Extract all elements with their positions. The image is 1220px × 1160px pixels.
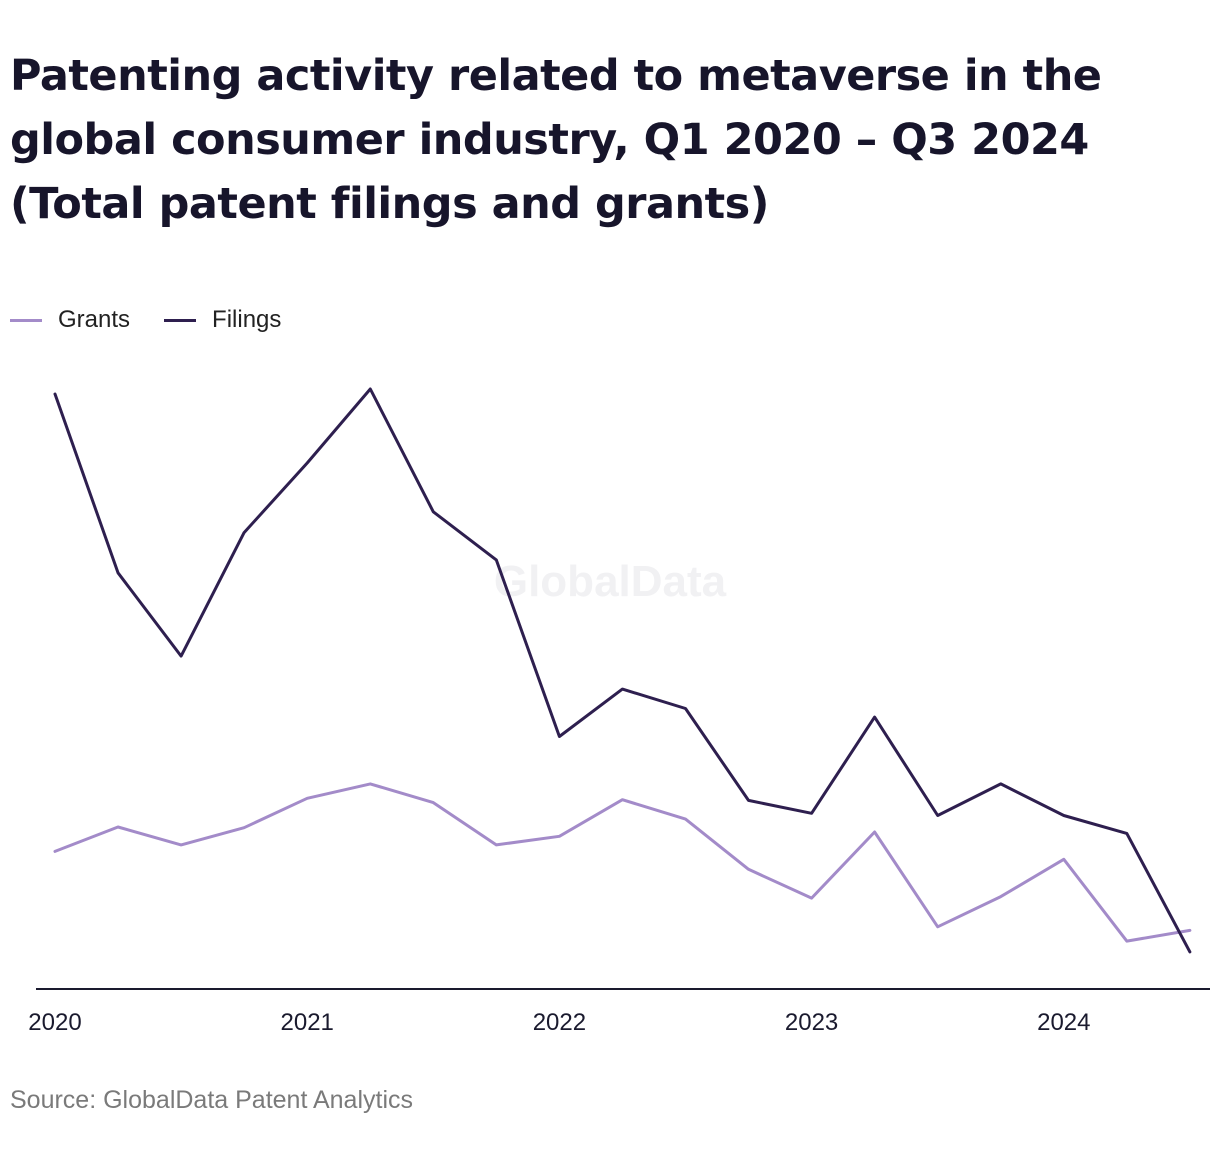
x-tick-label: 2020 xyxy=(28,1009,81,1036)
legend-swatch-grants xyxy=(10,318,42,322)
legend-label-filings: Filings xyxy=(212,306,282,333)
series-line-grants xyxy=(53,782,1192,943)
source-note: Source: GlobalData Patent Analytics xyxy=(10,1086,414,1114)
x-tick-label: 2023 xyxy=(785,1009,838,1036)
chart-title: Patenting activity related to metaverse … xyxy=(10,51,1102,229)
legend: Grants Filings xyxy=(10,306,315,334)
legend-swatch-filings xyxy=(164,318,197,322)
series-line-filings xyxy=(53,387,1192,954)
x-tick-label: 2022 xyxy=(533,1009,586,1036)
legend-label-grants: Grants xyxy=(58,306,131,333)
legend-item-grants: Grants xyxy=(10,306,130,334)
x-tick-label: 2021 xyxy=(281,1009,334,1036)
watermark: GlobalData xyxy=(494,557,727,606)
legend-item-filings: Filings xyxy=(164,306,281,334)
x-tick-label: 2024 xyxy=(1037,1009,1090,1036)
